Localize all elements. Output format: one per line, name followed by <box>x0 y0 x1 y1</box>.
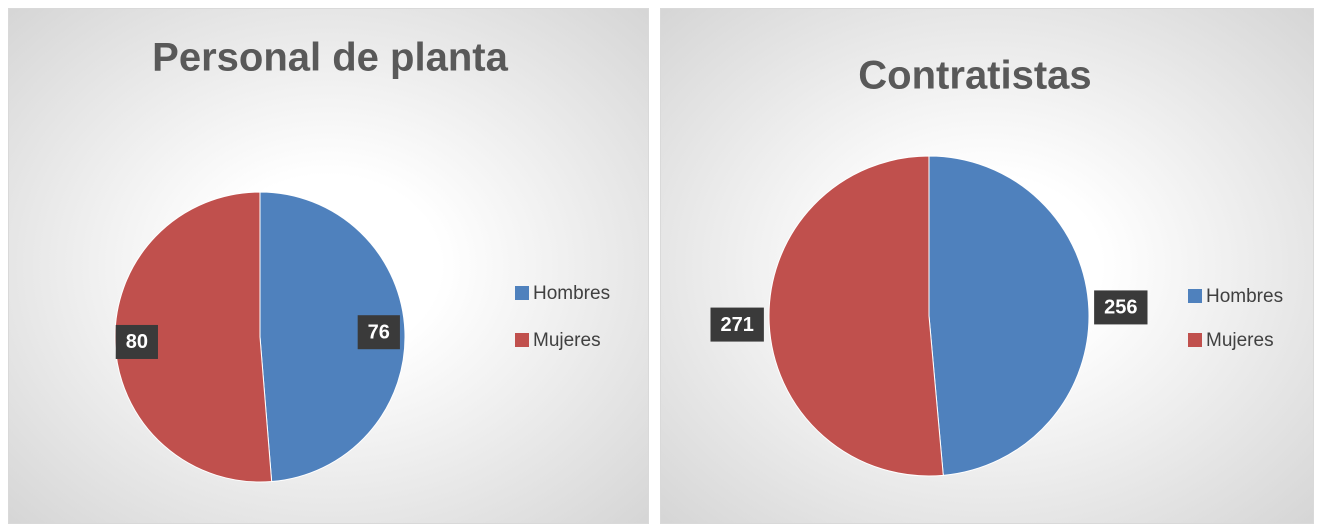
legend-label: Hombres <box>1206 286 1283 307</box>
data-label-box <box>115 324 158 359</box>
pie-slice <box>928 155 1090 476</box>
data-label-box <box>710 307 764 342</box>
data-label-box <box>357 315 400 350</box>
legend-swatch <box>515 333 529 347</box>
data-label: 256 <box>1104 297 1137 319</box>
data-label: 80 <box>126 331 148 353</box>
data-label: 271 <box>721 314 754 336</box>
chart-title: Contratistas <box>858 54 1091 98</box>
chart: Contratistas 256 271 Hombres Mujeres <box>660 8 1314 524</box>
pie-slice <box>114 191 273 483</box>
legend-label: Mujeres <box>533 330 601 351</box>
legend-label: Hombres <box>533 283 610 304</box>
pie-slice <box>768 155 944 477</box>
data-label-box <box>1094 290 1148 325</box>
legend-swatch <box>1188 289 1202 303</box>
legend-label: Mujeres <box>1206 330 1274 351</box>
legend-swatch <box>1188 333 1202 347</box>
pie-slice <box>259 191 406 483</box>
chart-title: Personal de planta <box>152 36 508 80</box>
chart: Personal de planta 76 80 Hombres Mujeres <box>8 8 649 524</box>
data-label: 76 <box>368 321 390 343</box>
legend-swatch <box>515 286 529 300</box>
